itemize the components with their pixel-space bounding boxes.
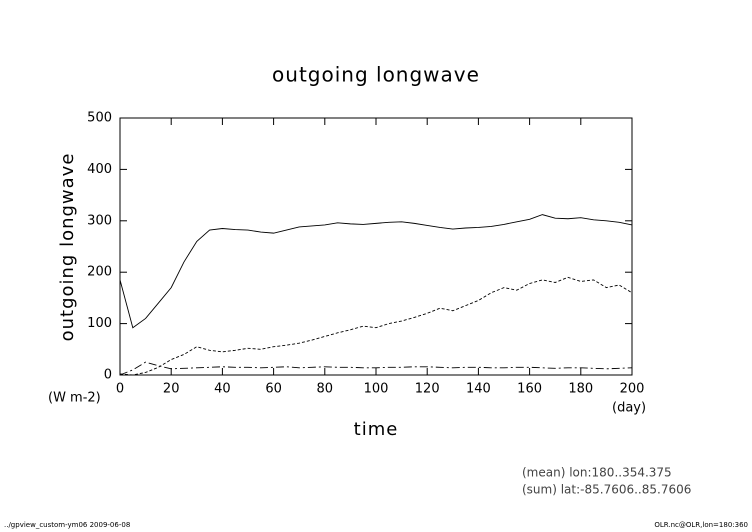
y-tick-label: 200 [87,265,112,280]
x-tick-label: 200 [620,382,645,397]
x-tick-label: 140 [466,382,491,397]
x-tick-label: 100 [364,382,389,397]
x-tick-label: 20 [163,382,180,397]
data-line [119,361,633,376]
y-unit: (W m-2) [48,391,101,406]
data-line [119,276,633,376]
chart-title: outgoing longwave [272,63,480,87]
x-tick-label: 60 [265,382,282,397]
x-tick-label: 80 [317,382,334,397]
annotation: (sum) lat:-85.7606..85.7606 [522,483,691,497]
x-tick-label: 160 [517,382,542,397]
x-tick-label: 0 [116,382,124,397]
y-tick-label: 400 [87,162,112,177]
y-tick-label: 100 [87,316,112,331]
y-axis-label: outgoing longwave [57,153,78,342]
x-tick-label: 120 [415,382,440,397]
x-tick-label: 40 [214,382,231,397]
y-tick-label: 500 [87,111,112,126]
x-axis-label: time [354,419,399,440]
x-tick-label: 180 [568,382,593,397]
data-line [119,214,633,329]
annotation: (mean) lon:180..354.375 [522,466,672,480]
footer: ../gpview_custom-ym06 2009-06-08 [4,521,130,529]
y-tick-label: 0 [104,368,112,383]
x-unit: (day) [612,401,646,416]
y-tick-label: 300 [87,213,112,228]
footer: OLR.nc@OLR,lon=180:360 [654,521,748,529]
